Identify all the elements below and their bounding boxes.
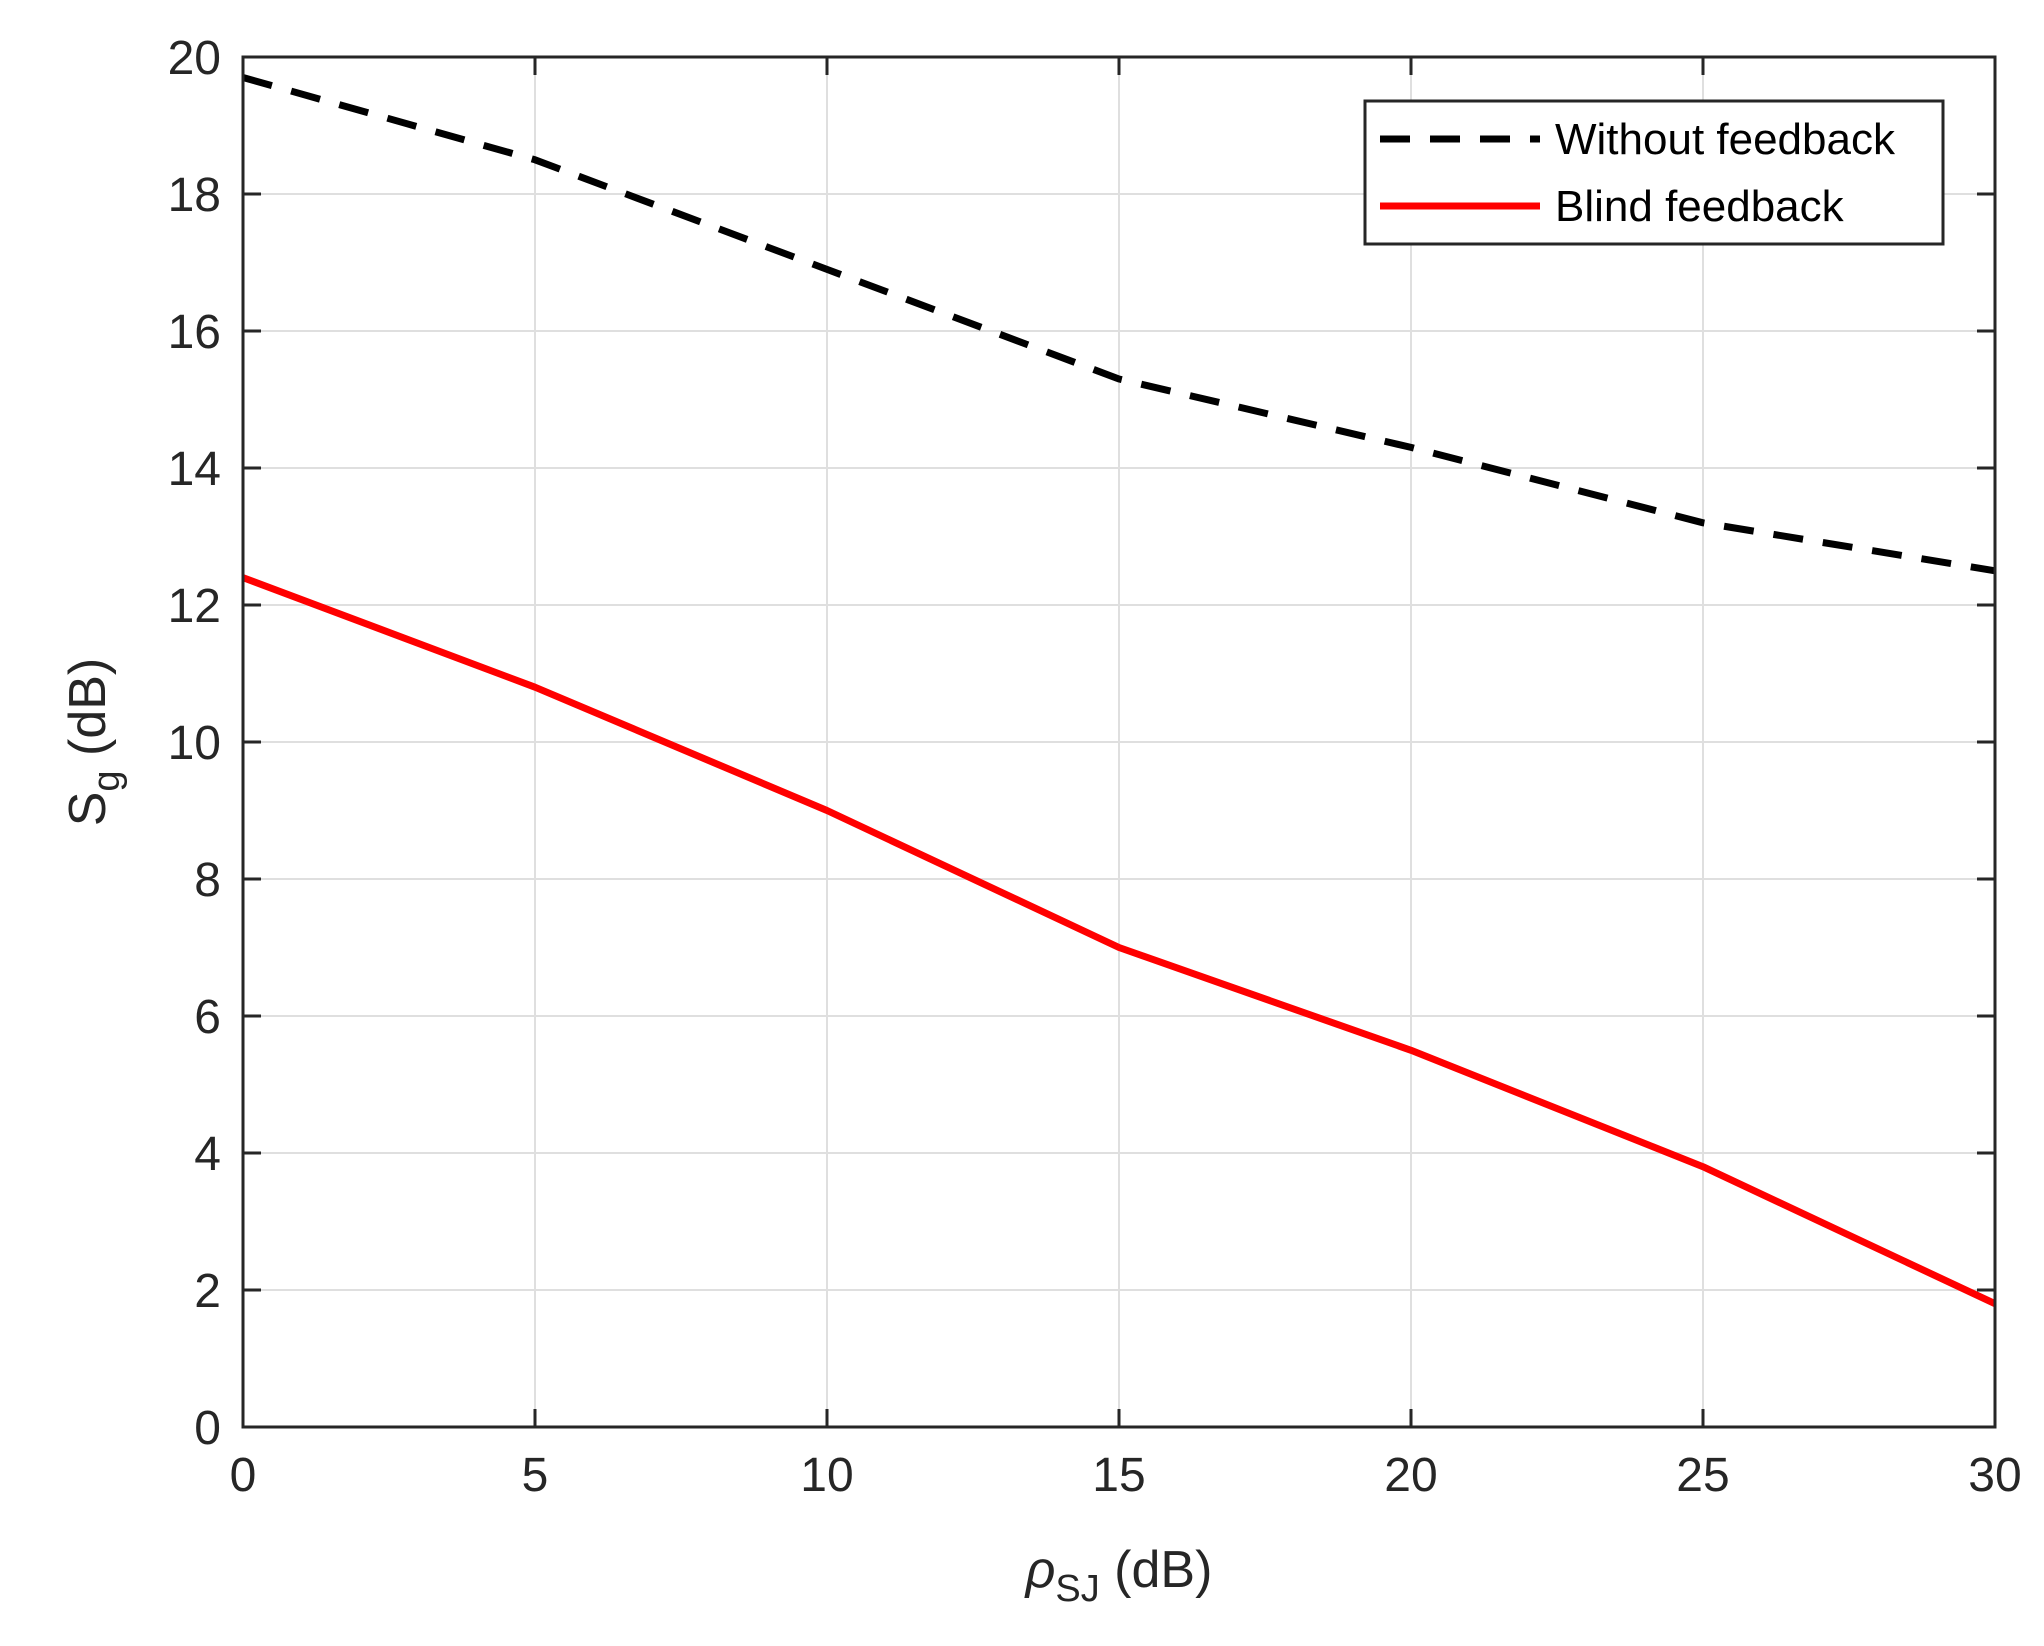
x-tick-label: 20: [1384, 1449, 1437, 1502]
ticks: 0 5 10 15 20 25 30 0 2 4 6 8 10 12 14 16 18 20: [168, 32, 2022, 1502]
series-line-2: [241, 574, 1997, 1307]
y-tick-label: 10: [168, 717, 221, 770]
y-tick-label: 20: [168, 32, 221, 85]
legend: Without feedback Blind feedback: [1363, 99, 1945, 246]
axis-labels: ρSJ (dB) Sg (dB): [59, 658, 1212, 1610]
legend-label-2: Blind feedback: [1555, 182, 1845, 231]
y-tick-label: 2: [194, 1265, 221, 1318]
y-axis-label: Sg (dB): [59, 658, 128, 827]
y-tick-label: 4: [194, 1128, 221, 1181]
y-tick-label: 18: [168, 169, 221, 222]
x-axis-label: ρSJ (dB): [1024, 1541, 1213, 1610]
series-line-1: [242, 74, 1996, 575]
y-tick-label: 16: [168, 306, 221, 359]
legend-label-1: Without feedback: [1555, 115, 1896, 164]
y-tick-label: 8: [194, 854, 221, 907]
y-tick-label: 0: [194, 1402, 221, 1455]
y-tick-label: 14: [168, 443, 221, 496]
y-tick-label: 6: [194, 991, 221, 1044]
legend-box: [1363, 99, 1945, 246]
x-tick-label: 5: [522, 1449, 549, 1502]
x-tick-label: 15: [1092, 1449, 1145, 1502]
x-tick-label: 10: [800, 1449, 853, 1502]
x-tick-label: 0: [230, 1449, 257, 1502]
x-tick-label: 25: [1676, 1449, 1729, 1502]
series-layer: [241, 74, 1997, 1307]
y-tick-label: 12: [168, 580, 221, 633]
x-tick-label: 30: [1968, 1449, 2021, 1502]
